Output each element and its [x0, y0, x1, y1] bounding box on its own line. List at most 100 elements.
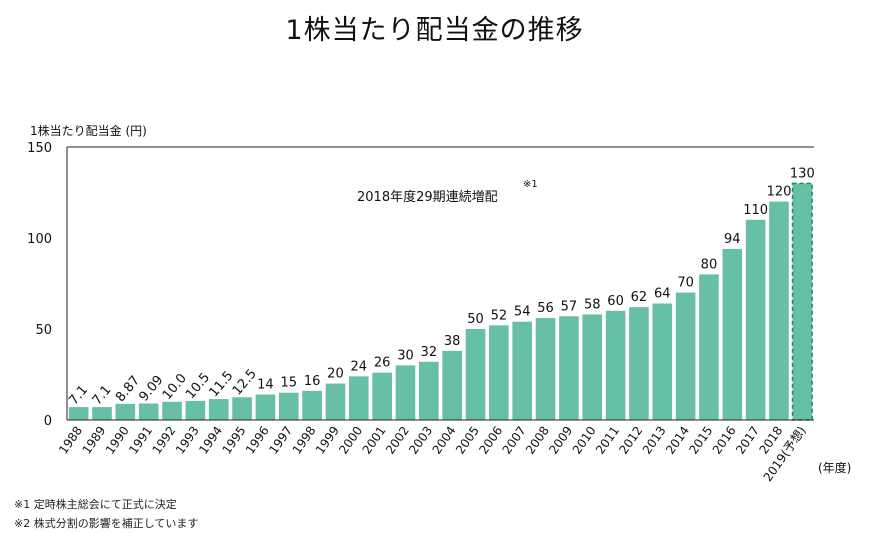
x-tick-label: 2016 [710, 424, 739, 457]
bar [255, 394, 276, 420]
x-tick-label: 2017 [733, 424, 762, 457]
x-tick-label: 1997 [266, 424, 295, 457]
data-label: 15 [280, 376, 297, 391]
bar [232, 397, 252, 420]
bar [185, 400, 206, 420]
x-tick-label: 1989 [79, 424, 108, 457]
x-tick-label: 2009 [546, 424, 575, 457]
data-label: 11.5 [206, 368, 236, 400]
bar [442, 350, 462, 420]
data-label: 32 [421, 345, 438, 360]
bar [68, 407, 89, 420]
x-tick-label: 1999 [313, 424, 342, 457]
x-tick-label: 1991 [126, 424, 155, 457]
bar [208, 399, 229, 420]
bar [302, 390, 322, 420]
data-label: 57 [561, 299, 578, 314]
footnote-2: ※2 株式分割の影響を補正しています [14, 517, 199, 530]
x-tick-label: 2014 [663, 424, 692, 457]
x-tick-label: 2010 [570, 424, 599, 457]
x-tick-label: 2005 [453, 424, 482, 457]
bar [348, 376, 369, 420]
data-label: 120 [767, 185, 792, 200]
bar [115, 403, 136, 420]
data-label: 70 [677, 276, 694, 291]
annotation-mark: ※1 [523, 179, 538, 190]
x-tick-label: 2015 [686, 424, 715, 457]
x-tick-label: 2002 [383, 424, 412, 457]
bar [722, 248, 743, 420]
bar [419, 361, 439, 420]
bar [699, 274, 719, 420]
data-label: 8.87 [113, 373, 143, 405]
bar [769, 201, 789, 420]
x-tick-label: 1994 [196, 424, 225, 457]
data-label: 38 [444, 334, 461, 349]
data-label: 16 [304, 374, 321, 389]
data-label: 130 [790, 166, 815, 181]
y-tick-label: 150 [27, 141, 52, 156]
x-tick-label: 1995 [220, 424, 249, 457]
data-label: 24 [351, 359, 368, 374]
bar [395, 365, 416, 420]
bar [465, 329, 486, 420]
x-tick-label: 2011 [593, 424, 622, 457]
bar [278, 392, 299, 420]
data-label: 9.09 [136, 373, 166, 405]
data-label: 10.0 [160, 371, 190, 403]
data-label: 7.1 [66, 383, 91, 408]
data-label: 64 [654, 287, 671, 302]
bar [629, 307, 649, 420]
data-label: 58 [584, 297, 601, 312]
bar-forecast [791, 182, 813, 421]
data-label: 54 [514, 305, 531, 320]
bar [138, 403, 159, 420]
data-label: 30 [397, 348, 414, 363]
x-tick-label: 2004 [430, 424, 459, 457]
data-label: 94 [724, 232, 741, 247]
data-label: 12.5 [230, 367, 260, 399]
data-label: 26 [374, 356, 391, 371]
bar [489, 325, 509, 420]
data-label: 20 [327, 367, 344, 382]
x-tick-label: 1990 [103, 424, 132, 457]
data-label: 56 [537, 301, 554, 316]
bar [582, 314, 603, 420]
x-tick-label: 2012 [616, 424, 645, 457]
bar [745, 219, 766, 420]
y-axis-label: 1株当たり配当金 (円) [30, 123, 147, 138]
data-label: 50 [467, 312, 484, 327]
data-label: 110 [743, 203, 768, 218]
data-label: 10.5 [183, 370, 213, 402]
bar [325, 383, 346, 420]
bar [372, 372, 392, 420]
x-tick-label: 2000 [336, 424, 365, 457]
x-tick-label: 1993 [173, 424, 202, 457]
bar [162, 401, 182, 420]
x-tick-label: 2003 [406, 424, 435, 457]
bar [675, 292, 696, 420]
y-tick-label: 50 [35, 323, 52, 338]
data-label: 80 [701, 257, 718, 272]
annotation-text: 2018年度29期連続増配 [357, 189, 498, 205]
data-label: 60 [607, 294, 624, 309]
x-tick-label: 2008 [523, 424, 552, 457]
data-label: 52 [491, 308, 508, 323]
x-tick-label: 1998 [290, 424, 319, 457]
x-tick-label: 2007 [500, 424, 529, 457]
bar [92, 407, 112, 420]
page-title: 1株当たり配当金の推移 [285, 15, 584, 46]
bar [535, 318, 556, 420]
y-tick-label: 0 [44, 414, 52, 429]
bar [512, 321, 533, 420]
x-tick-label: 1988 [56, 424, 85, 457]
bar [605, 310, 626, 420]
x-tick-label: 1996 [243, 424, 272, 457]
data-label: 7.1 [90, 383, 115, 408]
y-tick-label: 100 [27, 232, 52, 247]
x-tick-label: 2006 [476, 424, 505, 457]
x-tick-label: 2013 [640, 424, 669, 457]
x-tick-label: 1992 [150, 424, 179, 457]
x-axis-label: (年度) [818, 460, 851, 475]
